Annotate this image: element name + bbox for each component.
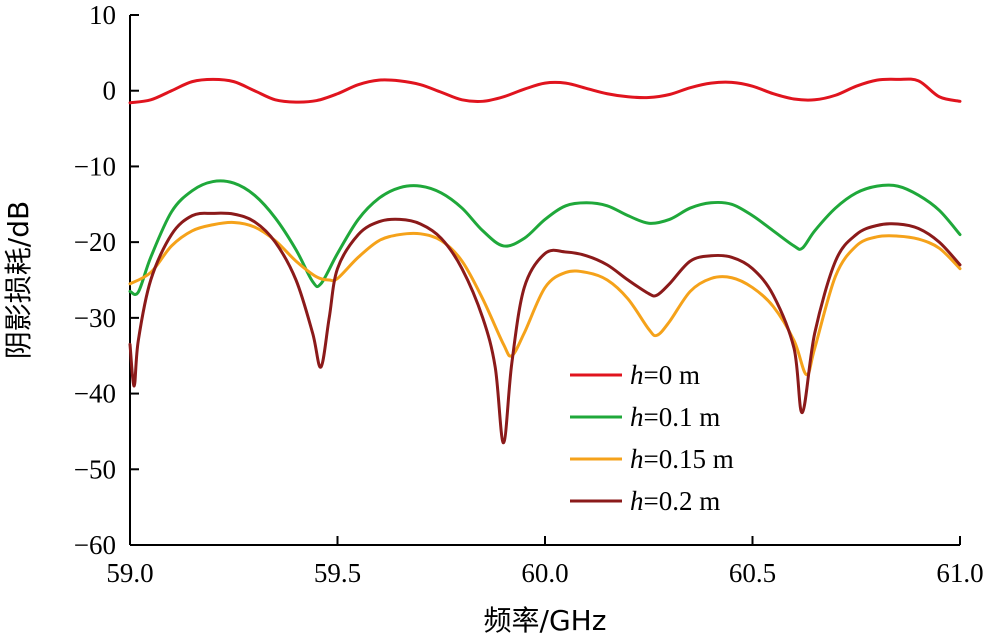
y-axis-label: 阴影损耗/dB bbox=[2, 201, 35, 359]
series-line-1 bbox=[128, 77, 962, 105]
x-tick-label: 59.5 bbox=[314, 558, 361, 588]
x-tick-label: 61.0 bbox=[936, 558, 983, 588]
series-layer bbox=[128, 77, 962, 445]
x-tick-label: 60.5 bbox=[729, 558, 776, 588]
y-tick-label: −10 bbox=[74, 151, 116, 181]
y-tick-label: 10 bbox=[89, 0, 116, 30]
y-tick-label: −60 bbox=[74, 530, 116, 560]
x-tick-label: 60.0 bbox=[521, 558, 568, 588]
legend-label-3: h=0.15 m bbox=[630, 444, 734, 474]
x-axis-label: 频率/GHz bbox=[484, 604, 607, 637]
y-tick-label: −20 bbox=[74, 227, 116, 257]
y-ticks: 10 0 −10 −20 −30 −40 −50 −60 bbox=[74, 0, 139, 560]
y-tick-label: −50 bbox=[74, 454, 116, 484]
y-tick-label: −30 bbox=[74, 303, 116, 333]
series-line-3 bbox=[128, 220, 962, 377]
x-ticks: 59.0 59.5 60.0 60.5 61.0 bbox=[106, 536, 984, 588]
legend-label-2: h=0.1 m bbox=[630, 402, 720, 432]
series-line-2 bbox=[128, 179, 962, 296]
legend-label-1: h=0 m bbox=[630, 360, 700, 390]
y-tick-label: −40 bbox=[74, 379, 116, 409]
legend-label-4: h=0.2 m bbox=[630, 486, 720, 516]
x-tick-label: 59.0 bbox=[106, 558, 153, 588]
legend: h=0 m h=0.1 m h=0.15 m h=0.2 m bbox=[570, 360, 734, 516]
axes: 10 0 −10 −20 −30 −40 −50 −60 59.0 59.5 60.0 60.5 61… bbox=[74, 0, 984, 588]
y-tick-label: 0 bbox=[103, 76, 117, 106]
series-line-4 bbox=[128, 211, 962, 445]
